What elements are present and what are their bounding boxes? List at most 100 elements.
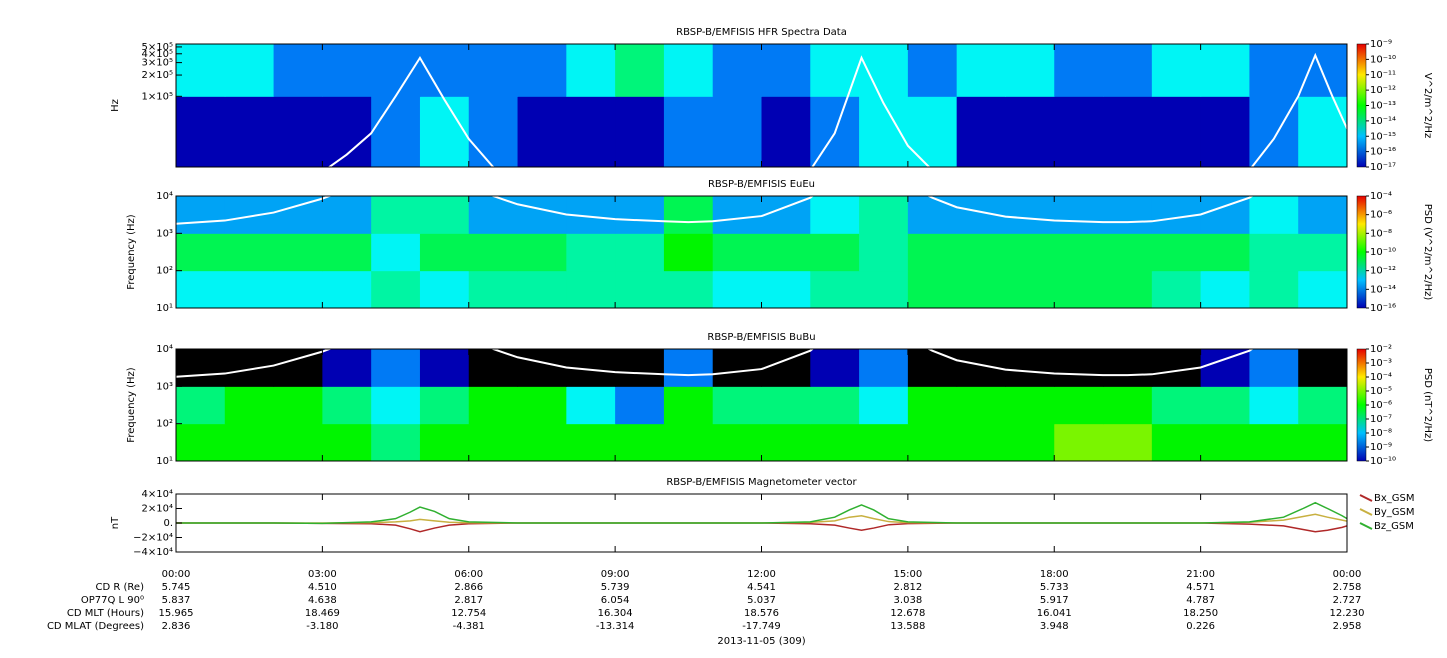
- spectrogram-cell: [468, 386, 519, 425]
- spectrogram-cell: [615, 233, 665, 272]
- panel-title: RBSP-B/EMFISIS Magnetometer vector: [666, 477, 857, 488]
- ephemeris-value: 5.837: [162, 595, 191, 606]
- spectrogram-cell: [566, 44, 616, 97]
- ephemeris-value: 5.739: [601, 582, 630, 593]
- colorbar-tick-label: 10⁻¹⁵: [1370, 131, 1396, 142]
- spectrogram-cell: [1151, 96, 1202, 167]
- ephemeris-value: 5.037: [747, 595, 776, 606]
- spectrogram-cell: [761, 270, 811, 308]
- ephemeris-value: 2.812: [894, 582, 923, 593]
- colorbar-tick-label: 10⁻¹⁰: [1370, 247, 1396, 258]
- ephemeris-value: 2.958: [1333, 621, 1362, 632]
- ephemeris-value: 5.745: [162, 582, 191, 593]
- ephemeris-value: 15.965: [159, 608, 194, 619]
- spectrogram-cell: [1054, 196, 1104, 234]
- spectrogram-cell: [1103, 349, 1153, 387]
- spectrogram-cell: [859, 233, 909, 272]
- spectrogram-cell: [1151, 44, 1202, 97]
- ephemeris-value: 0.226: [1186, 621, 1215, 632]
- legend-label: By_GSM: [1374, 507, 1415, 518]
- spectrogram-cell: [615, 44, 665, 97]
- colorbar-tick-label: 10⁻¹²: [1370, 85, 1396, 96]
- spectrogram-cell: [517, 423, 567, 461]
- spectrogram-cell: [761, 423, 811, 461]
- time-label: 06:00: [454, 569, 483, 580]
- spectrogram-cell: [419, 386, 470, 425]
- spectrogram-cell: [859, 196, 909, 234]
- spectrogram-cell: [1103, 96, 1153, 167]
- spectrogram-cell: [1103, 196, 1153, 234]
- colorbar-tick-label: 10⁻¹⁰: [1370, 456, 1396, 467]
- spectrogram-cell: [322, 386, 372, 425]
- y-tick-label: 10⁴: [156, 191, 173, 202]
- y-axis-label: Frequency (Hz): [126, 214, 137, 290]
- ephemeris-value: 4.510: [308, 582, 337, 593]
- spectrogram-cell: [176, 233, 226, 272]
- spectrogram-cell: [663, 196, 714, 234]
- spectrogram-cell: [663, 423, 714, 461]
- spectrogram-cell: [1249, 386, 1299, 425]
- cyclotron-line: [327, 52, 1347, 167]
- panel-title: RBSP-B/EMFISIS HFR Spectra Data: [676, 27, 847, 38]
- spectrogram-cell: [1103, 386, 1153, 425]
- colorbar-tick-label: 10⁻⁹: [1370, 442, 1392, 453]
- colorbar-label: PSD (V^2/m^2/Hz): [1422, 204, 1433, 301]
- colorbar-tick-label: 10⁻⁵: [1370, 386, 1392, 397]
- y-tick-label: 3×10⁵: [142, 58, 173, 69]
- spectrogram-cell: [1005, 233, 1055, 272]
- spectrogram-cell: [371, 233, 421, 272]
- ephemeris-value: 4.638: [308, 595, 337, 606]
- spectrogram-cell: [468, 44, 519, 97]
- ephemeris-value: 4.541: [747, 582, 776, 593]
- spectrogram-cell: [810, 349, 860, 387]
- spectrogram-cell: [322, 270, 372, 308]
- spectrogram-cell: [712, 423, 762, 461]
- colorbar-tick-label: 10⁻⁴: [1370, 372, 1392, 383]
- plot-area: [176, 44, 1347, 167]
- spectrogram-cell: [224, 270, 275, 308]
- ephemeris-value: 3.948: [1040, 621, 1069, 632]
- cyclotron-line: [176, 196, 1254, 225]
- ephemeris-value: 2.817: [454, 595, 483, 606]
- spectrogram-cell: [468, 270, 519, 308]
- spectrogram-cell: [1005, 96, 1055, 167]
- spectrogram-cell: [663, 386, 714, 425]
- colorbar-tick-label: 10⁻¹⁷: [1370, 162, 1396, 173]
- spectrogram-cell: [615, 349, 665, 387]
- colorbar-label: PSD (nT^2/Hz): [1422, 368, 1433, 442]
- colorbar-label: V^2/m^2/Hz: [1422, 73, 1433, 139]
- spectrogram-cell: [810, 44, 860, 97]
- spectrogram-cell: [1054, 44, 1104, 97]
- ephemeris-label: OP77Q L 90⁰: [81, 595, 144, 606]
- spectrogram-cell: [810, 233, 860, 272]
- spectrogram-cell: [322, 233, 372, 272]
- spectrogram-cell: [663, 96, 714, 167]
- spectrogram-cell: [1200, 270, 1250, 308]
- spectrogram-cell: [956, 44, 1006, 97]
- spectrogram-cell: [859, 44, 909, 97]
- spectrogram-cell: [322, 349, 372, 387]
- spectrogram-cell: [322, 96, 372, 167]
- spectrogram-cell: [859, 349, 909, 387]
- colorbar-tick-label: 10⁻¹²: [1370, 266, 1396, 277]
- spectrogram-cell: [517, 96, 567, 167]
- plot-area: [176, 501, 1347, 533]
- spectrogram-cell: [956, 270, 1006, 308]
- time-label: 03:00: [308, 569, 337, 580]
- colorbar-tick-label: 10⁻¹⁰: [1370, 54, 1396, 65]
- spectrogram-cell: [517, 196, 567, 234]
- spectrogram-cell: [371, 96, 421, 167]
- spectrogram-cell: [1298, 44, 1347, 97]
- spectrogram-cell: [224, 196, 275, 234]
- spectrogram-cell: [1298, 423, 1347, 461]
- spectrogram-cell: [712, 386, 762, 425]
- spectrogram-cell: [907, 386, 958, 425]
- spectrogram-cell: [712, 233, 762, 272]
- spectrogram-cell: [859, 270, 909, 308]
- colorbar: [1356, 348, 1367, 462]
- spectrogram-cell: [273, 196, 323, 234]
- spectrogram-cell: [468, 423, 519, 461]
- spectrogram-cell: [468, 233, 519, 272]
- colorbar-tick-label: 10⁻⁸: [1370, 428, 1392, 439]
- spectrogram-cell: [517, 386, 567, 425]
